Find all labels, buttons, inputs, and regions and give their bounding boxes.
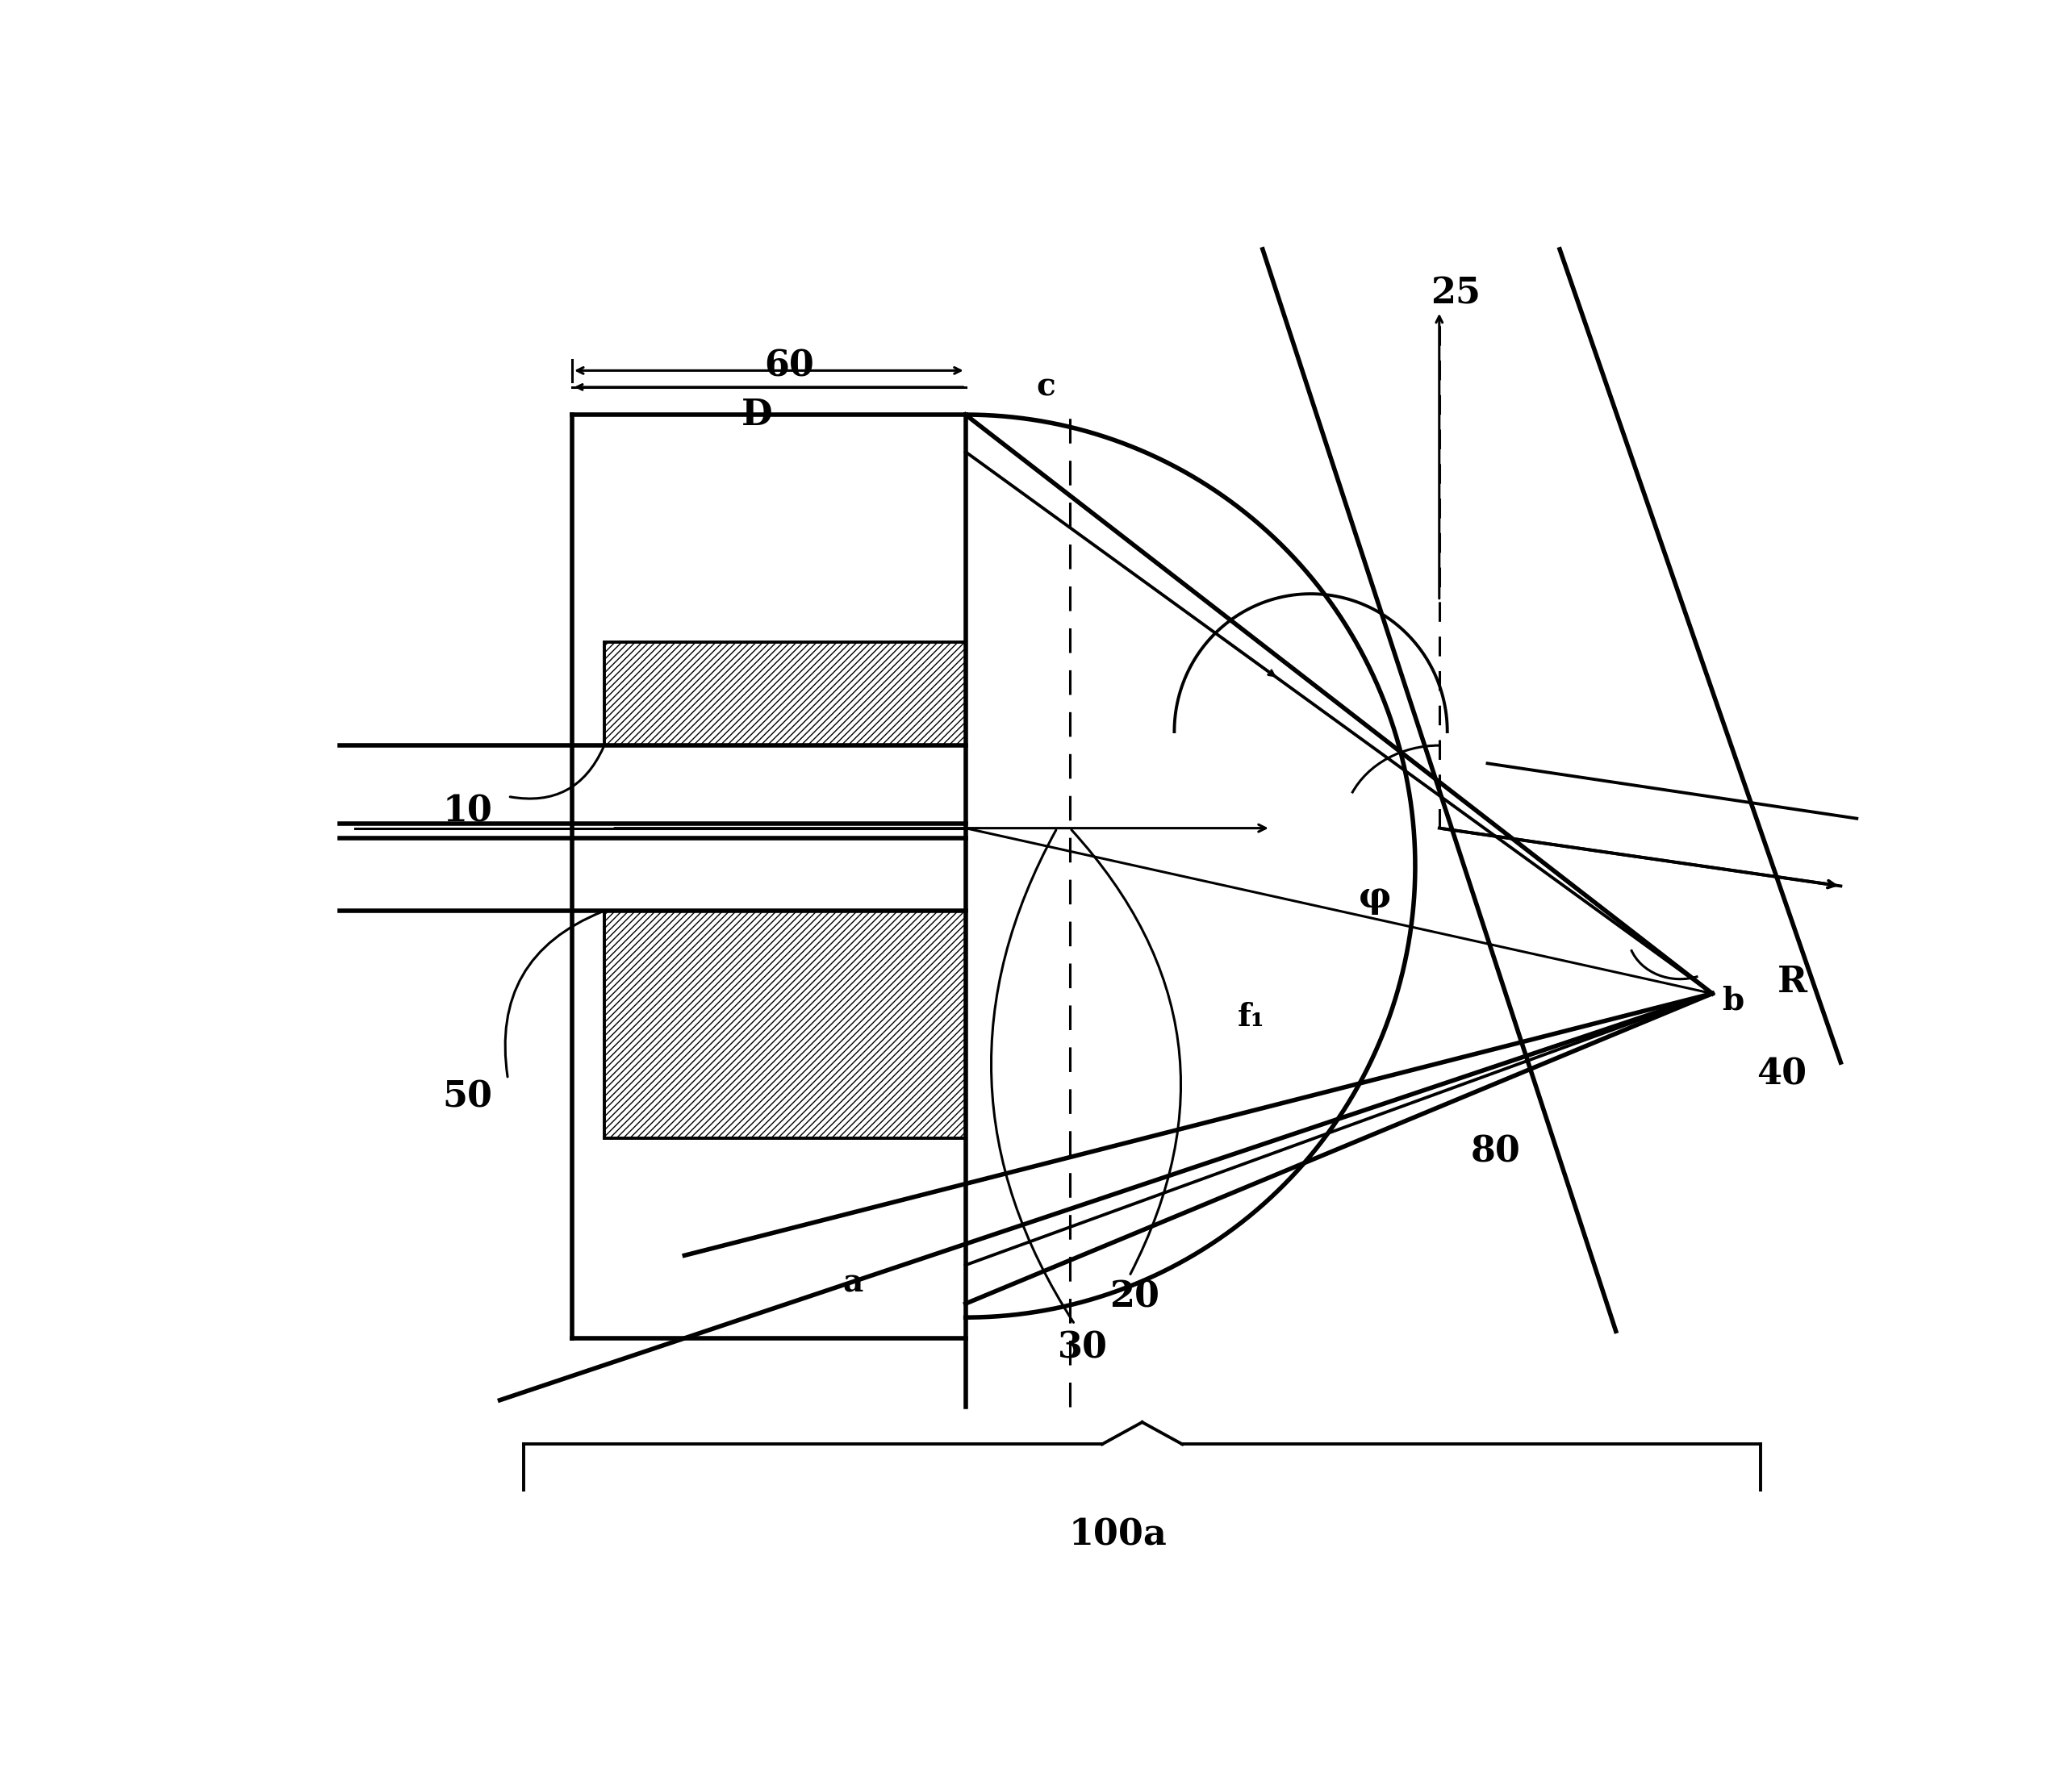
Text: D: D — [742, 397, 773, 431]
Text: 100a: 100a — [1069, 1518, 1167, 1552]
Text: 30: 30 — [1059, 1330, 1109, 1366]
Text: f₁: f₁ — [1237, 1002, 1266, 1033]
Text: a: a — [843, 1267, 864, 1298]
Text: 20: 20 — [1109, 1280, 1158, 1314]
Bar — [605, 911, 966, 1138]
Text: R: R — [1778, 965, 1807, 1001]
Text: 50: 50 — [443, 1079, 493, 1113]
Bar — [605, 643, 966, 745]
Text: 10: 10 — [443, 795, 493, 829]
Text: φ: φ — [1359, 879, 1390, 915]
Text: b: b — [1722, 985, 1745, 1015]
Text: 40: 40 — [1757, 1058, 1807, 1092]
Text: 25: 25 — [1430, 276, 1479, 311]
Text: 80: 80 — [1471, 1135, 1521, 1169]
Text: c: c — [1036, 372, 1055, 403]
Text: 60: 60 — [765, 349, 814, 383]
